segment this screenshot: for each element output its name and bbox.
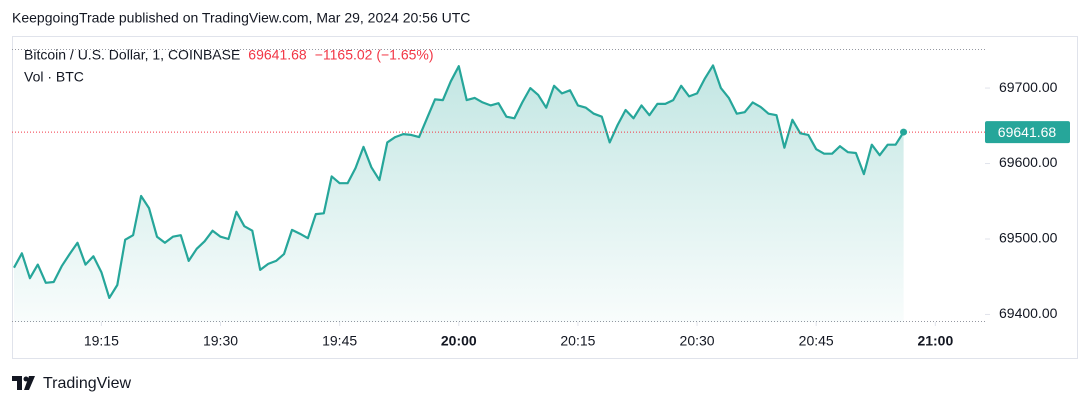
x-tick-label: 20:45 <box>799 333 834 349</box>
brand-name: TradingView <box>43 375 131 392</box>
legend-title: Bitcoin / U.S. Dollar, 1, COINBASE <box>24 47 240 63</box>
volume-label: Vol · BTC <box>24 69 84 85</box>
y-tick-label: 69700.00 <box>999 79 1058 95</box>
area <box>14 65 904 323</box>
publish-header: KeepgoingTrade published on TradingView.… <box>12 10 470 26</box>
x-tick-label: 19:30 <box>203 333 238 349</box>
last-price-label: 69641.68 <box>998 124 1057 140</box>
last-price-badge <box>985 121 1070 144</box>
legend-change: −1165.02 (−1.65%) <box>315 47 434 63</box>
x-tick-label: 20:15 <box>560 333 595 349</box>
price-line <box>13 64 905 299</box>
x-tick-label: 20:00 <box>441 333 477 349</box>
x-tick-label: 20:30 <box>680 333 715 349</box>
y-tick-label: 69400.00 <box>999 305 1058 321</box>
legend-price: 69641.68 <box>248 47 307 63</box>
chart-frame <box>12 36 1078 359</box>
y-tick-label: 69600.00 <box>999 154 1058 170</box>
x-tick-label: 19:45 <box>322 333 357 349</box>
x-tick-label: 19:15 <box>84 333 119 349</box>
brand-logo <box>12 376 35 390</box>
last-point <box>900 128 908 136</box>
y-tick-label: 69500.00 <box>999 230 1058 246</box>
plot <box>12 64 985 323</box>
x-tick-label: 21:00 <box>917 333 953 349</box>
